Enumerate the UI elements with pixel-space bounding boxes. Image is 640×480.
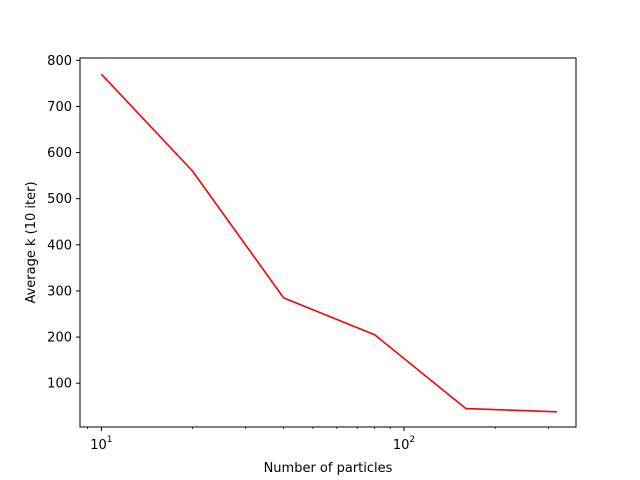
y-tick-label: 300 xyxy=(47,284,72,299)
series-layer xyxy=(100,73,557,413)
y-tick-label: 200 xyxy=(47,331,72,346)
y-tick-label: 500 xyxy=(47,192,72,207)
x-tick-label: 102 xyxy=(393,435,415,453)
x-axis-label: Number of particles xyxy=(264,461,393,476)
y-tick-label: 600 xyxy=(47,146,72,161)
x-tick-label: 101 xyxy=(90,435,112,453)
y-axis-label: Average k (10 iter) xyxy=(24,181,39,303)
y-tick-label: 700 xyxy=(47,100,72,115)
axis-ticks: 101 102 100 200 300 400 500 600 700 800 xyxy=(47,54,415,453)
plot-frame xyxy=(79,57,577,428)
plot-background xyxy=(80,58,576,427)
series-line xyxy=(100,73,557,413)
y-tick-label: 100 xyxy=(47,377,72,392)
y-tick-label: 400 xyxy=(47,238,72,253)
y-tick-label: 800 xyxy=(47,54,72,69)
